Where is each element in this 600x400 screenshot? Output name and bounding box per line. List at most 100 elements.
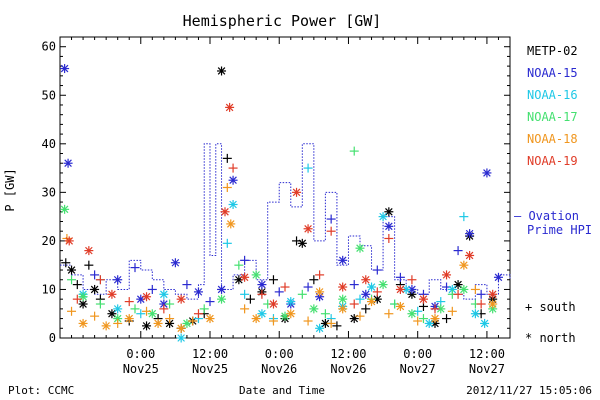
plot-credit: Plot: CCMC [8, 384, 74, 397]
noaa-18-south-point [447, 306, 457, 316]
noaa-15-north-point [193, 287, 203, 297]
metp-02-north-point [320, 318, 330, 328]
metp-02-south-point [245, 294, 255, 304]
x-tick-date-label: Nov26 [261, 362, 297, 376]
noaa-15-south-point [303, 282, 313, 292]
chart-title: Hemispheric Power [GW] [183, 12, 382, 30]
noaa-16-south-point [459, 212, 469, 222]
noaa-19-south-point [72, 294, 82, 304]
noaa-18-south-point [384, 309, 394, 319]
noaa-16-north-point [470, 309, 480, 319]
metp-02-north-point [90, 284, 100, 294]
noaa-15-north-point [493, 272, 503, 282]
noaa-19-north-point [465, 250, 475, 260]
noaa-19-south-point [453, 289, 463, 299]
noaa-18-north-point [205, 314, 215, 324]
noaa-19-north-point [84, 246, 94, 256]
y-tick-label: 50 [42, 88, 56, 102]
noaa-18-north-point [153, 318, 163, 328]
metp-02-north-point [142, 321, 152, 331]
noaa-18-south-point [165, 314, 175, 324]
noaa-18-south-point [222, 183, 232, 192]
noaa-19-south-point [349, 299, 359, 309]
noaa-19-north-point [220, 207, 230, 217]
noaa-18-north-point [124, 314, 134, 324]
noaa-19-north-point [64, 236, 74, 246]
y-tick-label: 30 [42, 185, 56, 199]
noaa-18-south-point [188, 316, 198, 326]
noaa-19-south-point [315, 270, 325, 280]
noaa-17-north-point [378, 280, 388, 290]
y-axis-label: P [GW] [3, 168, 17, 211]
noaa-19-north-point [442, 270, 452, 280]
noaa-18-north-point [367, 297, 377, 307]
metp-02-south-point [268, 275, 278, 285]
noaa-18-south-point [142, 306, 152, 316]
legend-item: NOAA-18 [527, 132, 578, 146]
data-points [60, 64, 503, 343]
noaa-19-north-point [395, 284, 405, 294]
noaa-17-south-point [199, 304, 209, 314]
noaa-19-north-point [268, 299, 278, 309]
noaa-19-south-point [476, 299, 486, 309]
noaa-15-south-point [476, 289, 486, 299]
noaa-16-north-point [424, 318, 434, 328]
noaa-17-south-point [234, 260, 244, 270]
y-tick-label: 40 [42, 137, 56, 151]
noaa-15-north-point [60, 64, 70, 74]
legend-item: NOAA-15 [527, 66, 578, 80]
noaa-18-north-point [430, 314, 440, 324]
y-tick-label: 20 [42, 234, 56, 248]
legend-item: NOAA-19 [527, 154, 578, 168]
metp-02-north-point [217, 66, 227, 76]
noaa-16-north-point [176, 333, 186, 343]
noaa-19-south-point [280, 282, 290, 292]
legend-item: NOAA-16 [527, 88, 578, 102]
legend-item: METP-02 [527, 44, 578, 58]
noaa-15-north-point [228, 175, 238, 185]
noaa-17-north-point [407, 309, 417, 319]
y-tick-label: 60 [42, 40, 56, 54]
noaa-19-north-point [240, 272, 250, 282]
legend: METP-02 NOAA-15 NOAA-16 NOAA-17 NOAA-18 NOAA-… [514, 44, 592, 345]
noaa-19-north-point [292, 187, 302, 197]
noaa-18-south-point [303, 316, 313, 326]
noaa-19-south-point [372, 287, 382, 297]
x-tick-time-label: 0:00 [126, 347, 155, 361]
noaa-16-north-point [228, 199, 238, 209]
noaa-17-north-point [251, 270, 261, 280]
noaa-15-north-point [465, 229, 475, 239]
noaa-17-south-point [165, 299, 175, 309]
metp-02-south-point [442, 314, 452, 324]
noaa-16-south-point [303, 163, 313, 173]
legend-model-line1: – Ovation [514, 209, 579, 223]
noaa-19-south-point [228, 163, 238, 173]
noaa-18-south-point [240, 304, 250, 314]
noaa-19-south-point [407, 275, 417, 285]
noaa-15-south-point [182, 280, 192, 290]
metp-02-north-point [165, 318, 175, 328]
noaa-18-north-point [251, 314, 261, 324]
noaa-19-north-point [107, 289, 117, 299]
noaa-19-south-point [124, 297, 134, 307]
noaa-17-south-point [297, 289, 307, 299]
x-tick-date-label: Nov25 [123, 362, 159, 376]
noaa-17-north-point [338, 294, 348, 304]
noaa-16-south-point [222, 238, 232, 248]
metp-02-south-point [61, 258, 71, 268]
noaa-15-south-point [240, 255, 250, 265]
metp-02-south-point [222, 153, 232, 163]
noaa-17-north-point [459, 284, 469, 294]
noaa-19-south-point [193, 309, 203, 319]
noaa-15-south-point [205, 297, 215, 307]
y-tick-label: 10 [42, 282, 56, 296]
noaa-15-south-point [372, 265, 382, 275]
noaa-19-north-point [225, 102, 235, 112]
noaa-15-north-point [170, 258, 180, 268]
noaa-17-south-point [130, 304, 140, 314]
noaa-18-south-point [90, 311, 100, 321]
metp-02-north-point [453, 280, 463, 290]
metp-02-north-point [297, 238, 307, 248]
noaa-18-north-point [176, 323, 186, 333]
